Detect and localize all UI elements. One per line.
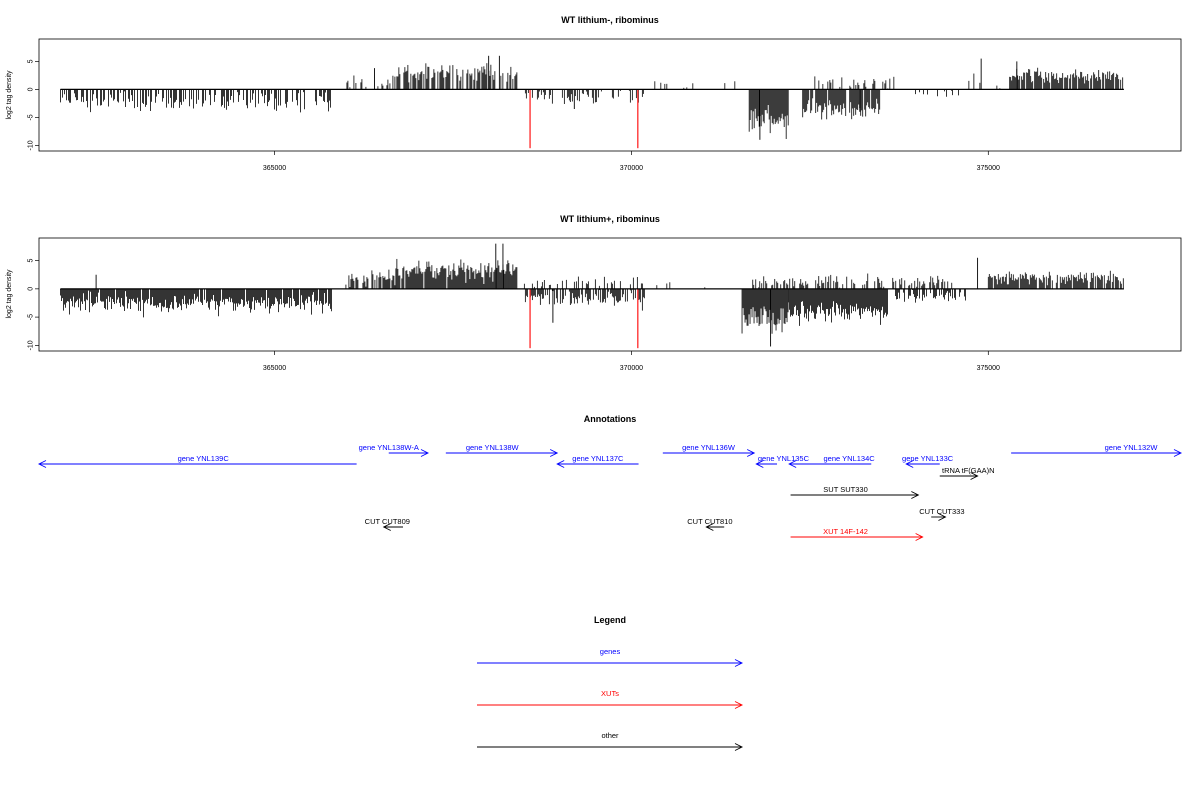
annotation-label: gene YNL137C (572, 454, 624, 463)
annotation-arrowhead (938, 513, 947, 521)
panel-2-x-axis: 365000 370000 375000 (263, 351, 1000, 372)
annotation-arrowhead (705, 523, 714, 531)
annotation-label: gene YNL138W (466, 443, 520, 452)
annotation-label: SUT SUT330 (823, 485, 867, 494)
panel-1-frame (38, 38, 1182, 152)
annotation-arrowhead (420, 449, 430, 457)
panel-wt-lithium-minus: WT lithium-, ribominus log2 tag density … (6, 15, 1182, 172)
annotation-label: CUT CUT810 (687, 517, 732, 526)
y-tick-label: 0 (28, 87, 35, 91)
annotation-arrowhead (1173, 449, 1183, 457)
annotation-label: gene YNL135C (758, 454, 810, 463)
annotation-label: gene YNL139C (178, 454, 230, 463)
annotation-arrowhead (788, 460, 797, 468)
annotation-label: gene YNL138W-A (359, 443, 419, 452)
x-tick-label: 370000 (620, 365, 643, 372)
panel-1-ylabel: log2 tag density (6, 70, 13, 120)
x-tick-label: 365000 (263, 165, 286, 172)
annotation-arrowhead (970, 472, 979, 480)
y-tick-label: -5 (28, 314, 35, 320)
legend-label: XUTs (601, 689, 619, 698)
panel-1-bars (60, 55, 1124, 149)
annotation-arrowhead (911, 491, 920, 499)
panel-1-title: WT lithium-, ribominus (561, 15, 659, 25)
y-tick-label: 5 (28, 259, 35, 263)
annotation-label: gene YNL136W (682, 443, 736, 452)
y-tick-label: 0 (28, 287, 35, 291)
legend-arrowhead (734, 701, 744, 709)
annotation-features: gene YNL139C gene YNL138W-A gene YNL138W ge… (37, 443, 1183, 541)
legend-arrowhead (734, 659, 744, 667)
y-tick-label: -10 (28, 340, 35, 350)
legend-title: Legend (594, 615, 626, 625)
y-tick-label: -5 (28, 114, 35, 120)
x-tick-label: 375000 (977, 165, 1000, 172)
panel-wt-lithium-plus: WT lithium+, ribominus log2 tag density … (6, 214, 1182, 372)
annotation-label: CUT CUT809 (365, 517, 410, 526)
x-tick-label: 370000 (620, 165, 643, 172)
x-tick-label: 375000 (977, 365, 1000, 372)
panel-1-x-axis: 365000 370000 375000 (263, 151, 1000, 172)
legend-label: other (601, 731, 619, 740)
panel-2-bars (60, 243, 1124, 349)
annotation-arrowhead (549, 449, 559, 457)
legend-label: genes (600, 647, 621, 656)
annotation-arrowhead (556, 460, 565, 468)
annotation-label: gene YNL132W (1105, 443, 1159, 452)
annotation-arrowhead (382, 523, 391, 531)
annotations-title: Annotations (584, 414, 637, 424)
panel-1-y-axis: -10 -5 0 5 (28, 59, 39, 150)
x-tick-label: 365000 (263, 365, 286, 372)
annotation-label: XUT 14F-142 (823, 527, 868, 536)
annotation-label: CUT CUT333 (919, 507, 964, 516)
annotation-label: tRNA tF(GAA)N (942, 466, 995, 475)
panel-2-frame (38, 237, 1182, 352)
panel-2-title: WT lithium+, ribominus (560, 214, 660, 224)
annotation-arrowhead (755, 460, 764, 468)
legend-items: genes XUTs other (477, 647, 744, 751)
panel-2-y-axis: -10 -5 0 5 (28, 259, 39, 350)
panel-2-ylabel: log2 tag density (6, 269, 13, 319)
annotation-arrowhead (746, 449, 756, 457)
legend: Legend genes XUTs other (477, 615, 744, 751)
annotation-arrowhead (905, 460, 914, 468)
legend-arrowhead (734, 743, 744, 751)
annotation-arrowhead (37, 460, 47, 468)
annotation-arrowhead (915, 533, 924, 541)
y-tick-label: 5 (28, 59, 35, 63)
y-tick-label: -10 (28, 140, 35, 150)
annotation-label: gene YNL133C (902, 454, 954, 463)
annotation-label: gene YNL134C (824, 454, 876, 463)
